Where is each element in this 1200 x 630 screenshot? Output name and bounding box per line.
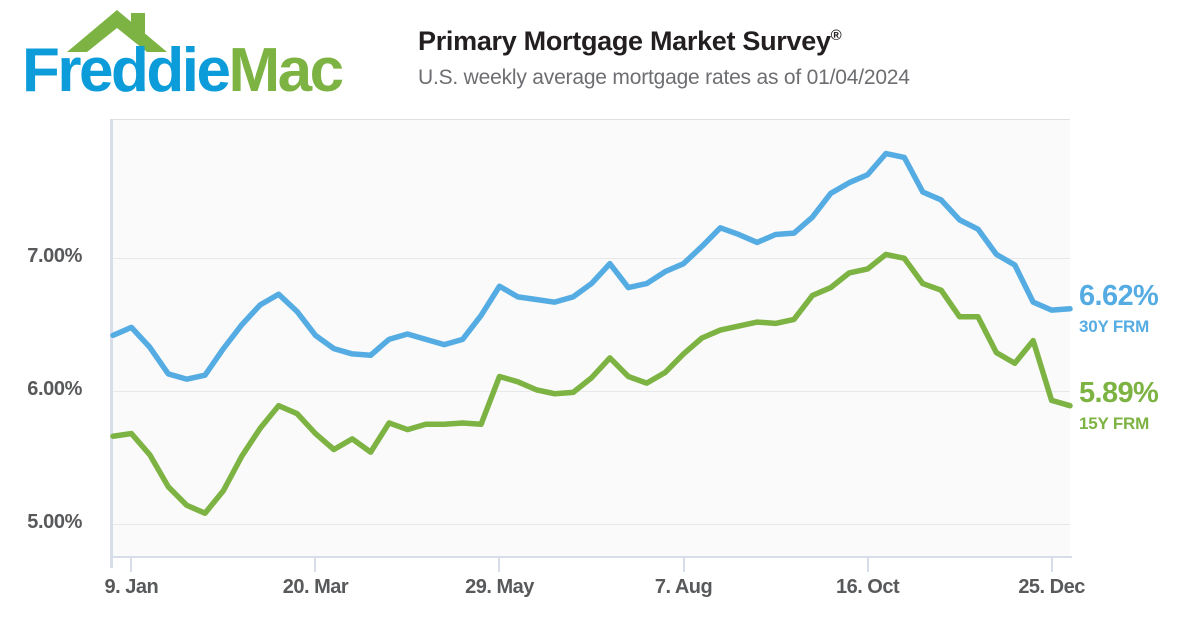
endlabel-30y-name: 30Y FRM <box>1079 316 1150 336</box>
x-axis-tick <box>314 558 317 572</box>
page-title-text: Primary Mortgage Market Survey <box>418 26 831 56</box>
y-axis-label: 6.00% <box>27 378 82 401</box>
plot-background <box>113 119 1070 558</box>
endlabel-15y-name: 15Y FRM <box>1079 413 1150 433</box>
endlabel-30y-value: 6.62% <box>1079 279 1159 312</box>
x-axis-label: 9. Jan <box>104 576 159 598</box>
series-line-30y-frm <box>110 150 1073 382</box>
y-axis-line <box>110 119 113 568</box>
x-axis-label: 20. Mar <box>282 576 349 598</box>
page-subtitle: U.S. weekly average mortgage rates as of… <box>418 66 910 90</box>
page-title: Primary Mortgage Market Survey® <box>418 26 1118 57</box>
y-axis-label: 7.00% <box>27 245 82 268</box>
series-endlabel-30y: 6.62% 30Y FRM <box>1079 279 1159 336</box>
gridline <box>113 391 1070 393</box>
freddie-mac-logo: FreddieMac <box>22 8 392 108</box>
gridline <box>113 523 1070 525</box>
logo-wordmark: FreddieMac <box>22 40 344 102</box>
x-axis-label: 7. Aug <box>654 576 713 598</box>
logo-word-freddie: Freddie <box>22 36 231 105</box>
page-header: FreddieMac Primary Mortgage Market Surve… <box>0 0 1200 118</box>
x-axis-label: 16. Oct <box>835 576 900 598</box>
title-block: Primary Mortgage Market Survey® U.S. wee… <box>418 26 1118 90</box>
logo-word-mac: Mac <box>228 36 344 105</box>
x-axis-line <box>110 556 1072 558</box>
x-axis-tick <box>1050 558 1053 572</box>
x-axis-tick <box>498 558 501 572</box>
x-axis-label: 25. Dec <box>1018 576 1085 598</box>
registered-mark: ® <box>830 27 842 44</box>
endlabel-15y-value: 5.89% <box>1079 376 1159 409</box>
gridline <box>113 258 1070 260</box>
series-line-15y-frm <box>110 251 1073 516</box>
series-endlabel-15y: 5.89% 15Y FRM <box>1079 376 1159 433</box>
house-roof-icon <box>67 10 167 52</box>
x-axis-tick <box>866 558 869 572</box>
x-axis-tick <box>682 558 685 572</box>
x-axis-label: 29. May <box>465 576 534 598</box>
y-axis-label: 5.00% <box>27 510 82 533</box>
x-axis-tick <box>130 558 133 572</box>
